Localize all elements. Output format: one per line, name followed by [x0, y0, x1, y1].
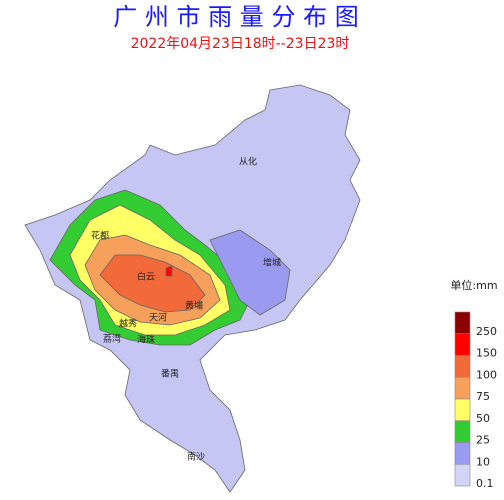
district-label: 南沙: [187, 451, 205, 463]
map: [24, 84, 361, 493]
legend-label: 250: [476, 325, 497, 338]
legend-swatch: [454, 311, 471, 335]
title: 广 州 市 雨 量 分 布 图: [113, 3, 358, 31]
legend-swatch: [454, 376, 471, 400]
district-label: 番禺: [161, 368, 179, 380]
district-label: 黄埔: [185, 300, 203, 312]
legend-swatch: [454, 398, 471, 422]
legend-swatch: [454, 355, 471, 378]
rain-orange: [99, 254, 206, 313]
legend-unit: 单位:mm: [450, 278, 497, 292]
legend-swatch: [454, 442, 471, 465]
legend-label: 10: [476, 455, 490, 468]
legend-swatch: [454, 333, 471, 356]
rain-blue: [209, 229, 291, 316]
legend-label: 100: [476, 368, 497, 381]
legend-swatch: [454, 463, 471, 487]
legend-label: 50: [476, 412, 490, 425]
rain-red: [165, 265, 173, 277]
district-label: 荔湾: [103, 333, 121, 345]
district-label: 增城: [263, 257, 281, 269]
legend-label: 25: [476, 434, 490, 447]
district-label: 花都: [91, 230, 109, 242]
district-label: 从化: [239, 156, 257, 168]
legend-swatch: [454, 420, 471, 443]
legend-label: 150: [476, 347, 497, 360]
district-label: 天河: [149, 312, 167, 324]
subtitle: 2022年04月23日18时--23日23时: [131, 36, 350, 52]
district-labels: 从化 花都 增城 白云 黄埔 越秀 天河 荔湾 海珠 番禺 南沙: [91, 156, 281, 463]
legend-label: 0.1: [476, 477, 494, 490]
district-label: 白云: [137, 271, 155, 283]
legend-label: 75: [476, 390, 490, 403]
district-label: 海珠: [137, 334, 155, 346]
legend: 250 150 100 75 50 25 10 0.1: [454, 311, 497, 490]
district-label: 越秀: [119, 318, 137, 330]
